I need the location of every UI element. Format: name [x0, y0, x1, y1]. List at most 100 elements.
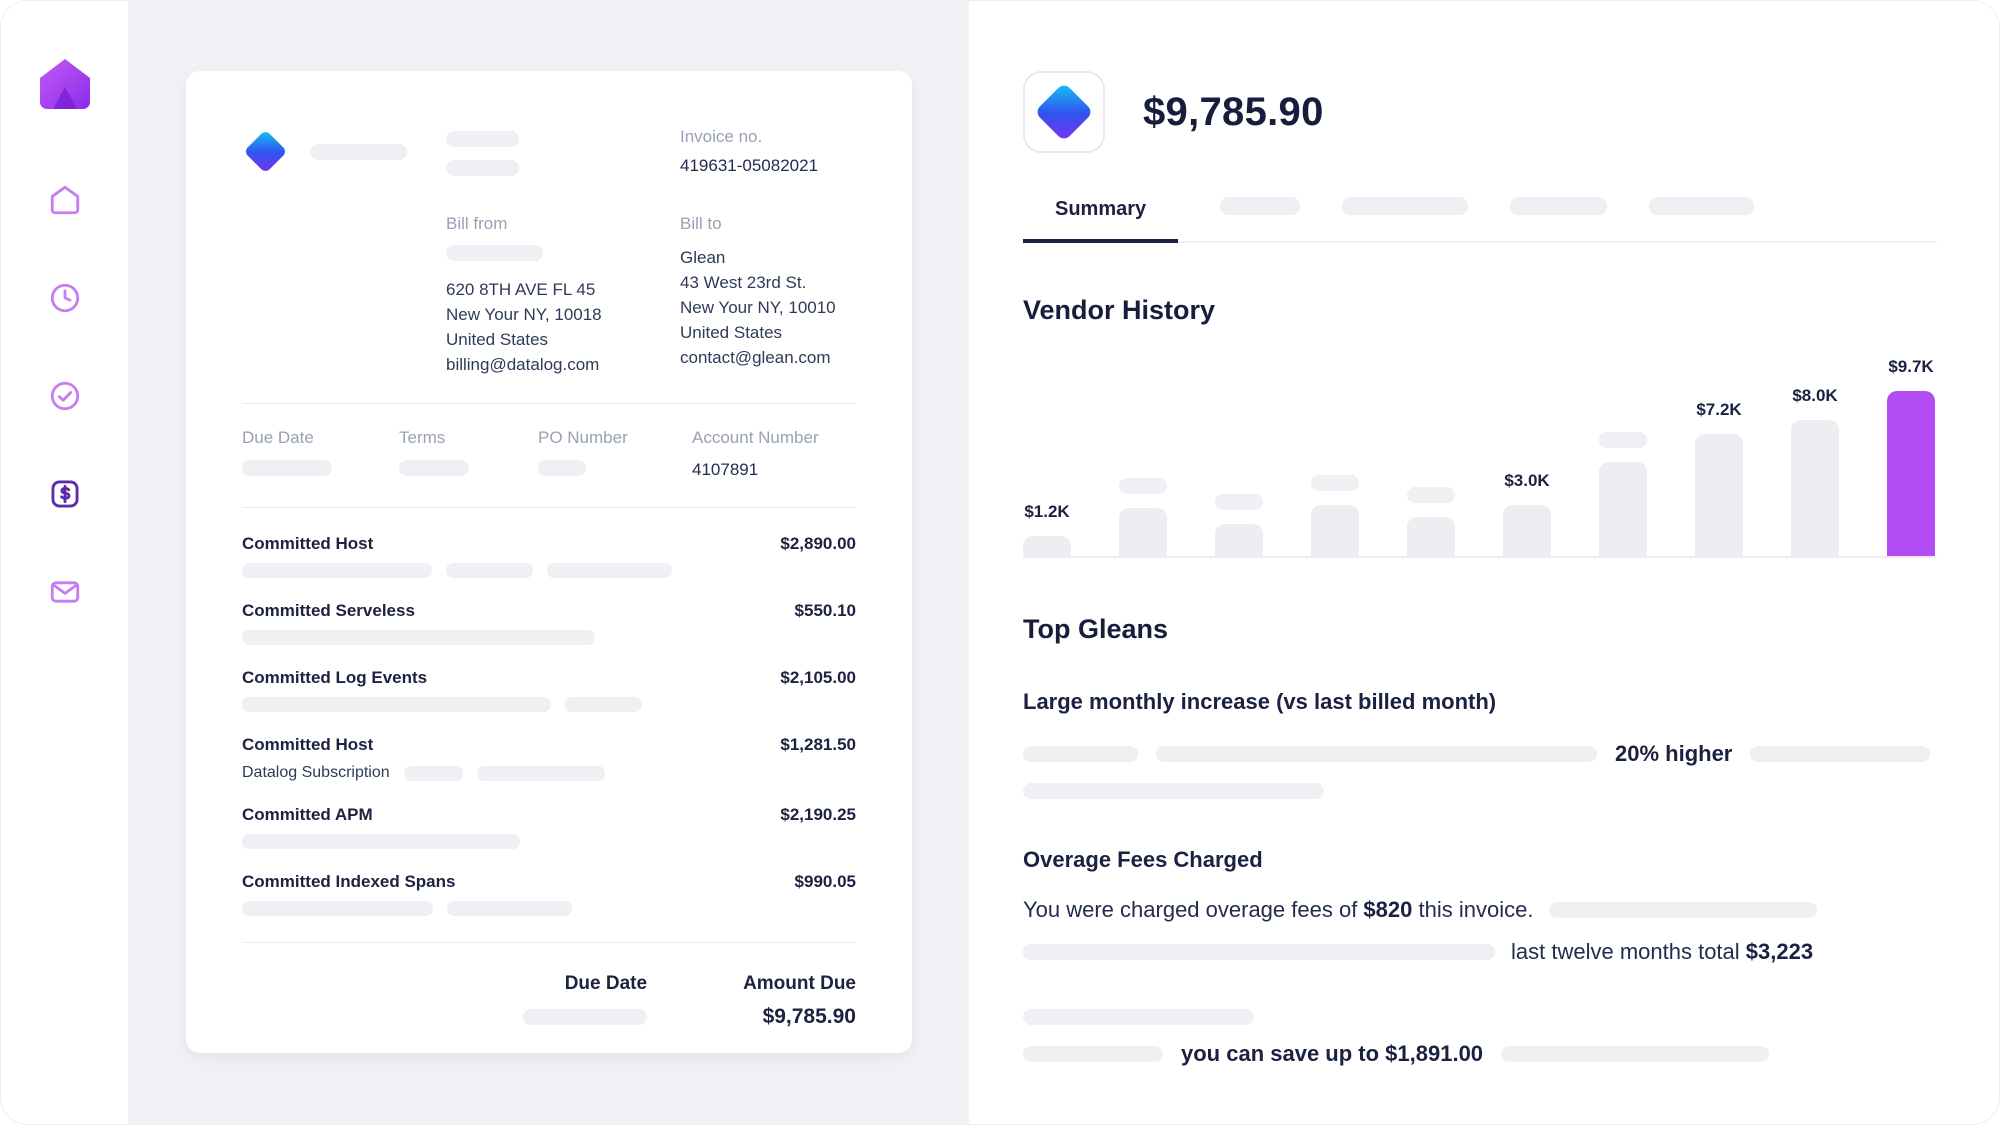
- savings-text: you can save up to $1,891.00: [1181, 1041, 1484, 1066]
- chart-bar: [1023, 536, 1071, 556]
- vendor-logo-icon: [1023, 71, 1105, 153]
- po-number-label: PO Number: [538, 428, 628, 447]
- chart-bar: [1407, 517, 1455, 556]
- chart-bar-group: $8.0K: [1791, 386, 1839, 556]
- placeholder-bar: [476, 765, 605, 781]
- chart-bar-group: [1311, 475, 1359, 556]
- invoice-total: $9,785.90: [1143, 89, 1324, 134]
- overage-suffix: this invoice.: [1412, 897, 1534, 922]
- placeholder-bar: [403, 765, 463, 781]
- placeholder-bar: [1549, 902, 1818, 918]
- billing-dollar-icon[interactable]: [48, 477, 82, 511]
- overage-prefix: You were charged overage fees of: [1023, 897, 1364, 922]
- placeholder-bar: [1023, 746, 1138, 762]
- clock-icon[interactable]: [48, 281, 82, 315]
- home-icon[interactable]: [48, 183, 82, 217]
- placeholder-bar: [446, 131, 519, 147]
- increase-insight-title: Large monthly increase (vs last billed m…: [1023, 689, 1497, 714]
- line-item-detail-row: [242, 563, 672, 578]
- invoice-line-item: Committed Indexed Spans $990.05: [242, 872, 856, 916]
- account-number-value: 4107891: [692, 460, 759, 479]
- invoice-header: Invoice no. 419631-05082021: [242, 127, 856, 176]
- placeholder-bar: [310, 143, 407, 160]
- summary-pane: $9,785.90 Summary Vendor History $1.2K $3…: [969, 1, 1999, 1124]
- tab-placeholder[interactable]: [1510, 197, 1608, 215]
- increase-insight-row: [1023, 783, 1937, 799]
- increase-insight-row: 20% higher: [1023, 741, 1937, 767]
- invoice-line-item: Committed Host Datalog Subscription $1,281…: [242, 735, 856, 782]
- line-item-left: Committed Log Events: [242, 668, 642, 712]
- sidebar-nav: [48, 183, 82, 609]
- due-date-label: Due Date: [242, 428, 314, 447]
- bar-value-label: $9.7K: [1888, 357, 1934, 376]
- bill-from-block: Bill from 620 8TH AVE FL 45 New Your NY,…: [446, 214, 680, 377]
- amount-due-value: $9,785.90: [762, 1005, 856, 1028]
- app-logo-icon[interactable]: [33, 53, 97, 117]
- line-item-detail-row: [242, 630, 595, 645]
- overage-insight-title: Overage Fees Charged: [1023, 847, 1263, 872]
- invoice-footer: Due Date Amount Due $9,785.90: [242, 973, 856, 1030]
- terms-label: Terms: [399, 428, 446, 447]
- bar-label-placeholder: [1119, 478, 1167, 494]
- amount-due-label: Amount Due: [743, 973, 856, 994]
- line-item-name: Committed Indexed Spans: [242, 872, 456, 891]
- increase-highlight: 20% higher: [1615, 741, 1733, 766]
- vendor-history-chart: $1.2K $3.0K $7.2K $8.0K $9.7K: [1023, 346, 1937, 558]
- line-item-name: Committed APM: [242, 805, 373, 824]
- bar-label-placeholder: [1407, 487, 1455, 503]
- account-number-label: Account Number: [692, 428, 819, 447]
- summary-header: $9,785.90: [1023, 71, 1937, 153]
- bar-label-placeholder: [1215, 494, 1263, 510]
- line-item-left: Committed Host: [242, 534, 672, 578]
- line-item-left: Committed Indexed Spans: [242, 872, 572, 916]
- bar-value-label: $3.0K: [1504, 471, 1550, 490]
- chart-bar-group: [1119, 478, 1167, 556]
- invoice-line-item: Committed Serveless $550.10: [242, 601, 856, 645]
- chart-bar-group: $9.7K: [1887, 357, 1935, 556]
- bar-label-placeholder: [1599, 432, 1647, 448]
- placeholder-bar: [547, 563, 672, 578]
- line-item-amount: $1,281.50: [780, 735, 856, 754]
- line-item-amount: $2,105.00: [780, 668, 856, 687]
- chart-bar-group: [1407, 487, 1455, 556]
- divider: [242, 507, 856, 508]
- tab-summary[interactable]: Summary: [1023, 198, 1179, 243]
- chart-bar-group: $1.2K: [1023, 502, 1071, 556]
- vendor-logo-icon: [242, 129, 288, 175]
- line-item-detail-row: Datalog Subscription: [242, 764, 605, 782]
- placeholder-bar: [565, 697, 642, 712]
- invoice-meta-row: Due Date Terms PO Number Account Number …: [242, 428, 856, 481]
- bill-from-line: 620 8TH AVE FL 45: [446, 280, 596, 299]
- invoice-no-value: 419631-05082021: [680, 156, 819, 175]
- placeholder-bar: [242, 697, 551, 712]
- tab-placeholder[interactable]: [1342, 197, 1469, 215]
- invoice-parties: Bill from 620 8TH AVE FL 45 New Your NY,…: [242, 214, 856, 377]
- line-item-detail-row: [242, 901, 572, 916]
- placeholder-bar: [242, 460, 332, 476]
- chart-bar-group: $7.2K: [1695, 400, 1743, 556]
- tab-placeholder[interactable]: [1649, 197, 1755, 215]
- line-item-detail-row: [242, 697, 642, 712]
- line-item-detail-row: [242, 834, 520, 849]
- line-item-name: Committed Host: [242, 735, 374, 754]
- mail-icon[interactable]: [48, 575, 82, 609]
- placeholder-bar: [399, 460, 469, 476]
- line-item-amount: $550.10: [794, 601, 856, 620]
- tab-placeholder[interactable]: [1220, 197, 1301, 215]
- line-item-name: Committed Log Events: [242, 668, 428, 687]
- bill-to-block: Bill to Glean 43 West 23rd St. New Your …: [680, 214, 856, 377]
- chart-bar-group: [1599, 432, 1647, 556]
- placeholder-bar: [1023, 944, 1495, 960]
- line-item-amount: $2,890.00: [780, 534, 856, 553]
- line-item-left: Committed Host Datalog Subscription: [242, 735, 605, 782]
- placeholder-bar: [523, 1009, 648, 1025]
- placeholder-bar: [1156, 746, 1597, 762]
- top-gleans-title: Top Gleans: [1023, 614, 1169, 644]
- invoice-number-block: Invoice no. 419631-05082021: [680, 127, 856, 176]
- chart-bar-group: [1215, 494, 1263, 556]
- invoice-no-label: Invoice no.: [680, 127, 763, 146]
- placeholder-bar: [446, 160, 519, 176]
- bar-value-label: $1.2K: [1024, 502, 1070, 521]
- check-circle-icon[interactable]: [48, 379, 82, 413]
